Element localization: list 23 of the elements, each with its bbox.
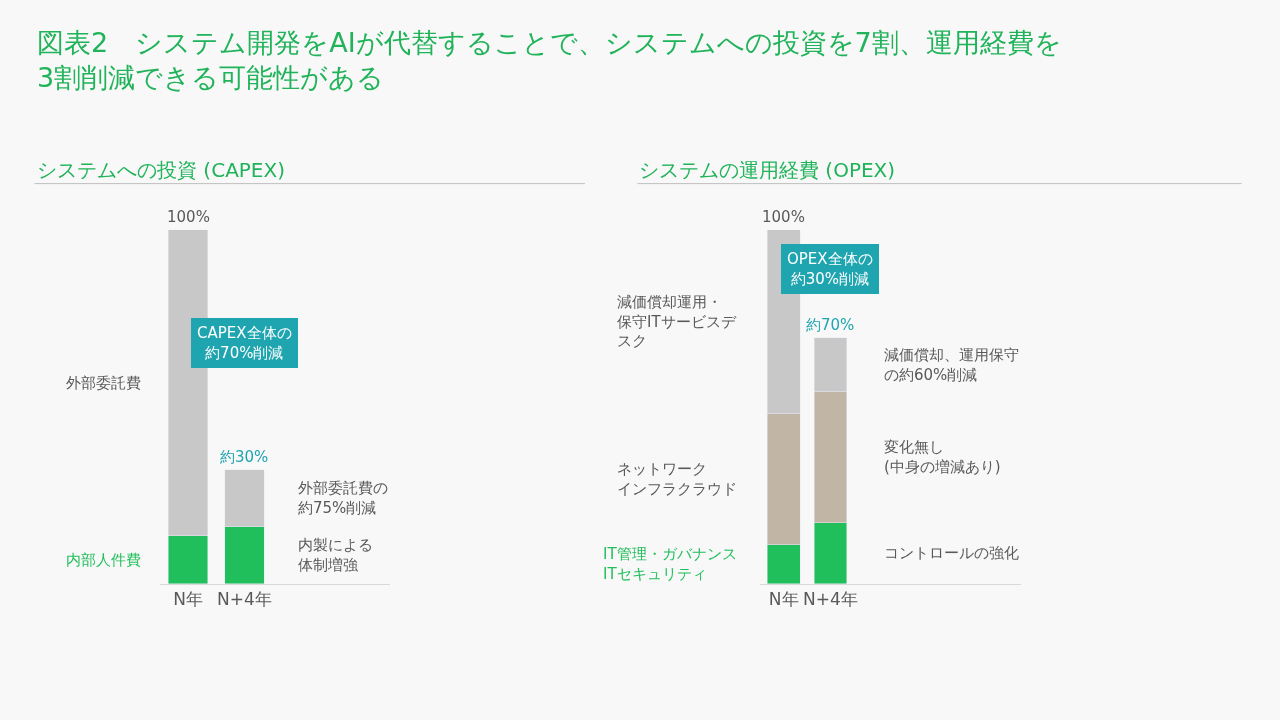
text: 減価償却運用・保守ITサービスデスク	[617, 293, 737, 350]
annotation: CAPEX全体の約70%削減	[197, 324, 292, 362]
series-label: 外部委託費	[66, 374, 141, 392]
x-tick-label: N+4年	[803, 589, 858, 610]
text: IT管理・ガバナンスITセキュリティ	[603, 545, 737, 583]
total-label: 約70%	[806, 316, 855, 334]
text: 図表2 システム開発をAIが代替することで、システムへの投資を7割、運用経費を 3割削減できる可能性がある	[37, 27, 1062, 94]
text: コントロールの強化	[884, 544, 1019, 562]
text: 内製による体制増強	[298, 536, 373, 574]
annotation: OPEX全体の約30%削減	[787, 250, 873, 288]
x-tick-label: N年	[173, 589, 203, 610]
text: ネットワークインフラクラウド	[617, 460, 737, 498]
chart-subtitle: システムの運用経費 (OPEX)	[639, 158, 896, 182]
text: 変化無し(中身の増減あり)	[884, 438, 1001, 476]
total-label: 100%	[167, 208, 210, 226]
text: 減価償却、運用保守の約60%削減	[884, 346, 1019, 384]
total-label: 約30%	[220, 448, 269, 466]
total-label: 100%	[762, 208, 805, 226]
x-tick-label: N年	[768, 589, 799, 610]
series-label: 内部人件費	[66, 551, 141, 569]
x-tick-label: N+4年	[217, 589, 272, 610]
chart-subtitle: システムへの投資 (CAPEX)	[37, 158, 286, 182]
text: 外部委託費の約75%削減	[298, 479, 388, 517]
